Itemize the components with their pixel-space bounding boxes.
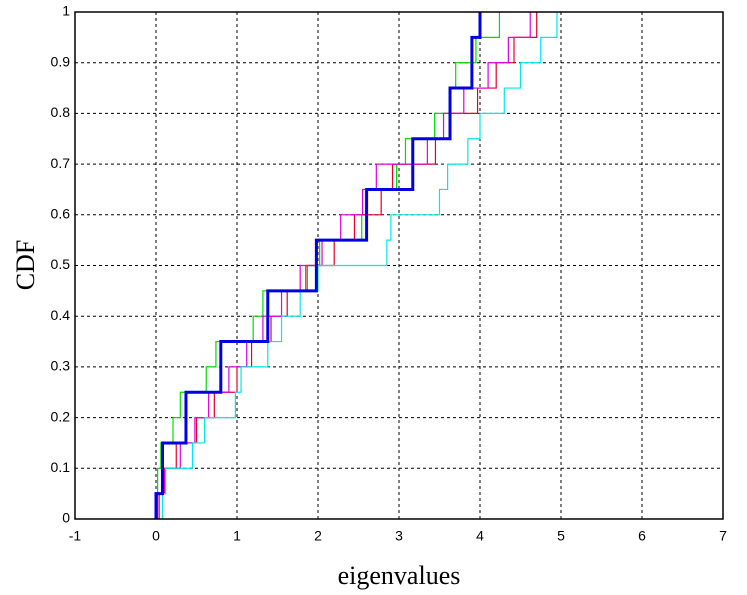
x-tick-label: 3	[395, 528, 403, 544]
y-tick-label: 0.3	[51, 358, 71, 374]
x-tick-label: 4	[476, 528, 484, 544]
y-axis-label: CDF	[11, 240, 40, 291]
x-tick-label: 1	[233, 528, 241, 544]
y-tick-label: 0.1	[51, 459, 71, 475]
x-tick-label: 5	[557, 528, 565, 544]
cdf-line	[158, 12, 531, 519]
y-tick-label: 0.6	[51, 206, 71, 222]
y-tick-label: 0.5	[51, 256, 71, 272]
y-tick-label: 0.8	[51, 104, 71, 120]
y-tick-label: 1	[62, 3, 70, 19]
x-tick-label: 2	[314, 528, 322, 544]
y-tick-label: 0.4	[51, 307, 71, 323]
y-tick-label: 0	[62, 510, 70, 526]
x-tick-label: 0	[152, 528, 160, 544]
y-tick-label: 0.2	[51, 408, 71, 424]
x-tick-label: 6	[638, 528, 646, 544]
cdf-line	[161, 12, 558, 519]
x-tick-label: -1	[69, 528, 82, 544]
x-tick-label: 7	[719, 528, 727, 544]
cdf-line	[154, 12, 482, 519]
plot-frame	[74, 11, 724, 520]
x-axis-label: eigenvalues	[338, 561, 461, 590]
y-tick-label: 0.7	[51, 155, 71, 171]
y-tick-label: 0.9	[51, 53, 71, 69]
